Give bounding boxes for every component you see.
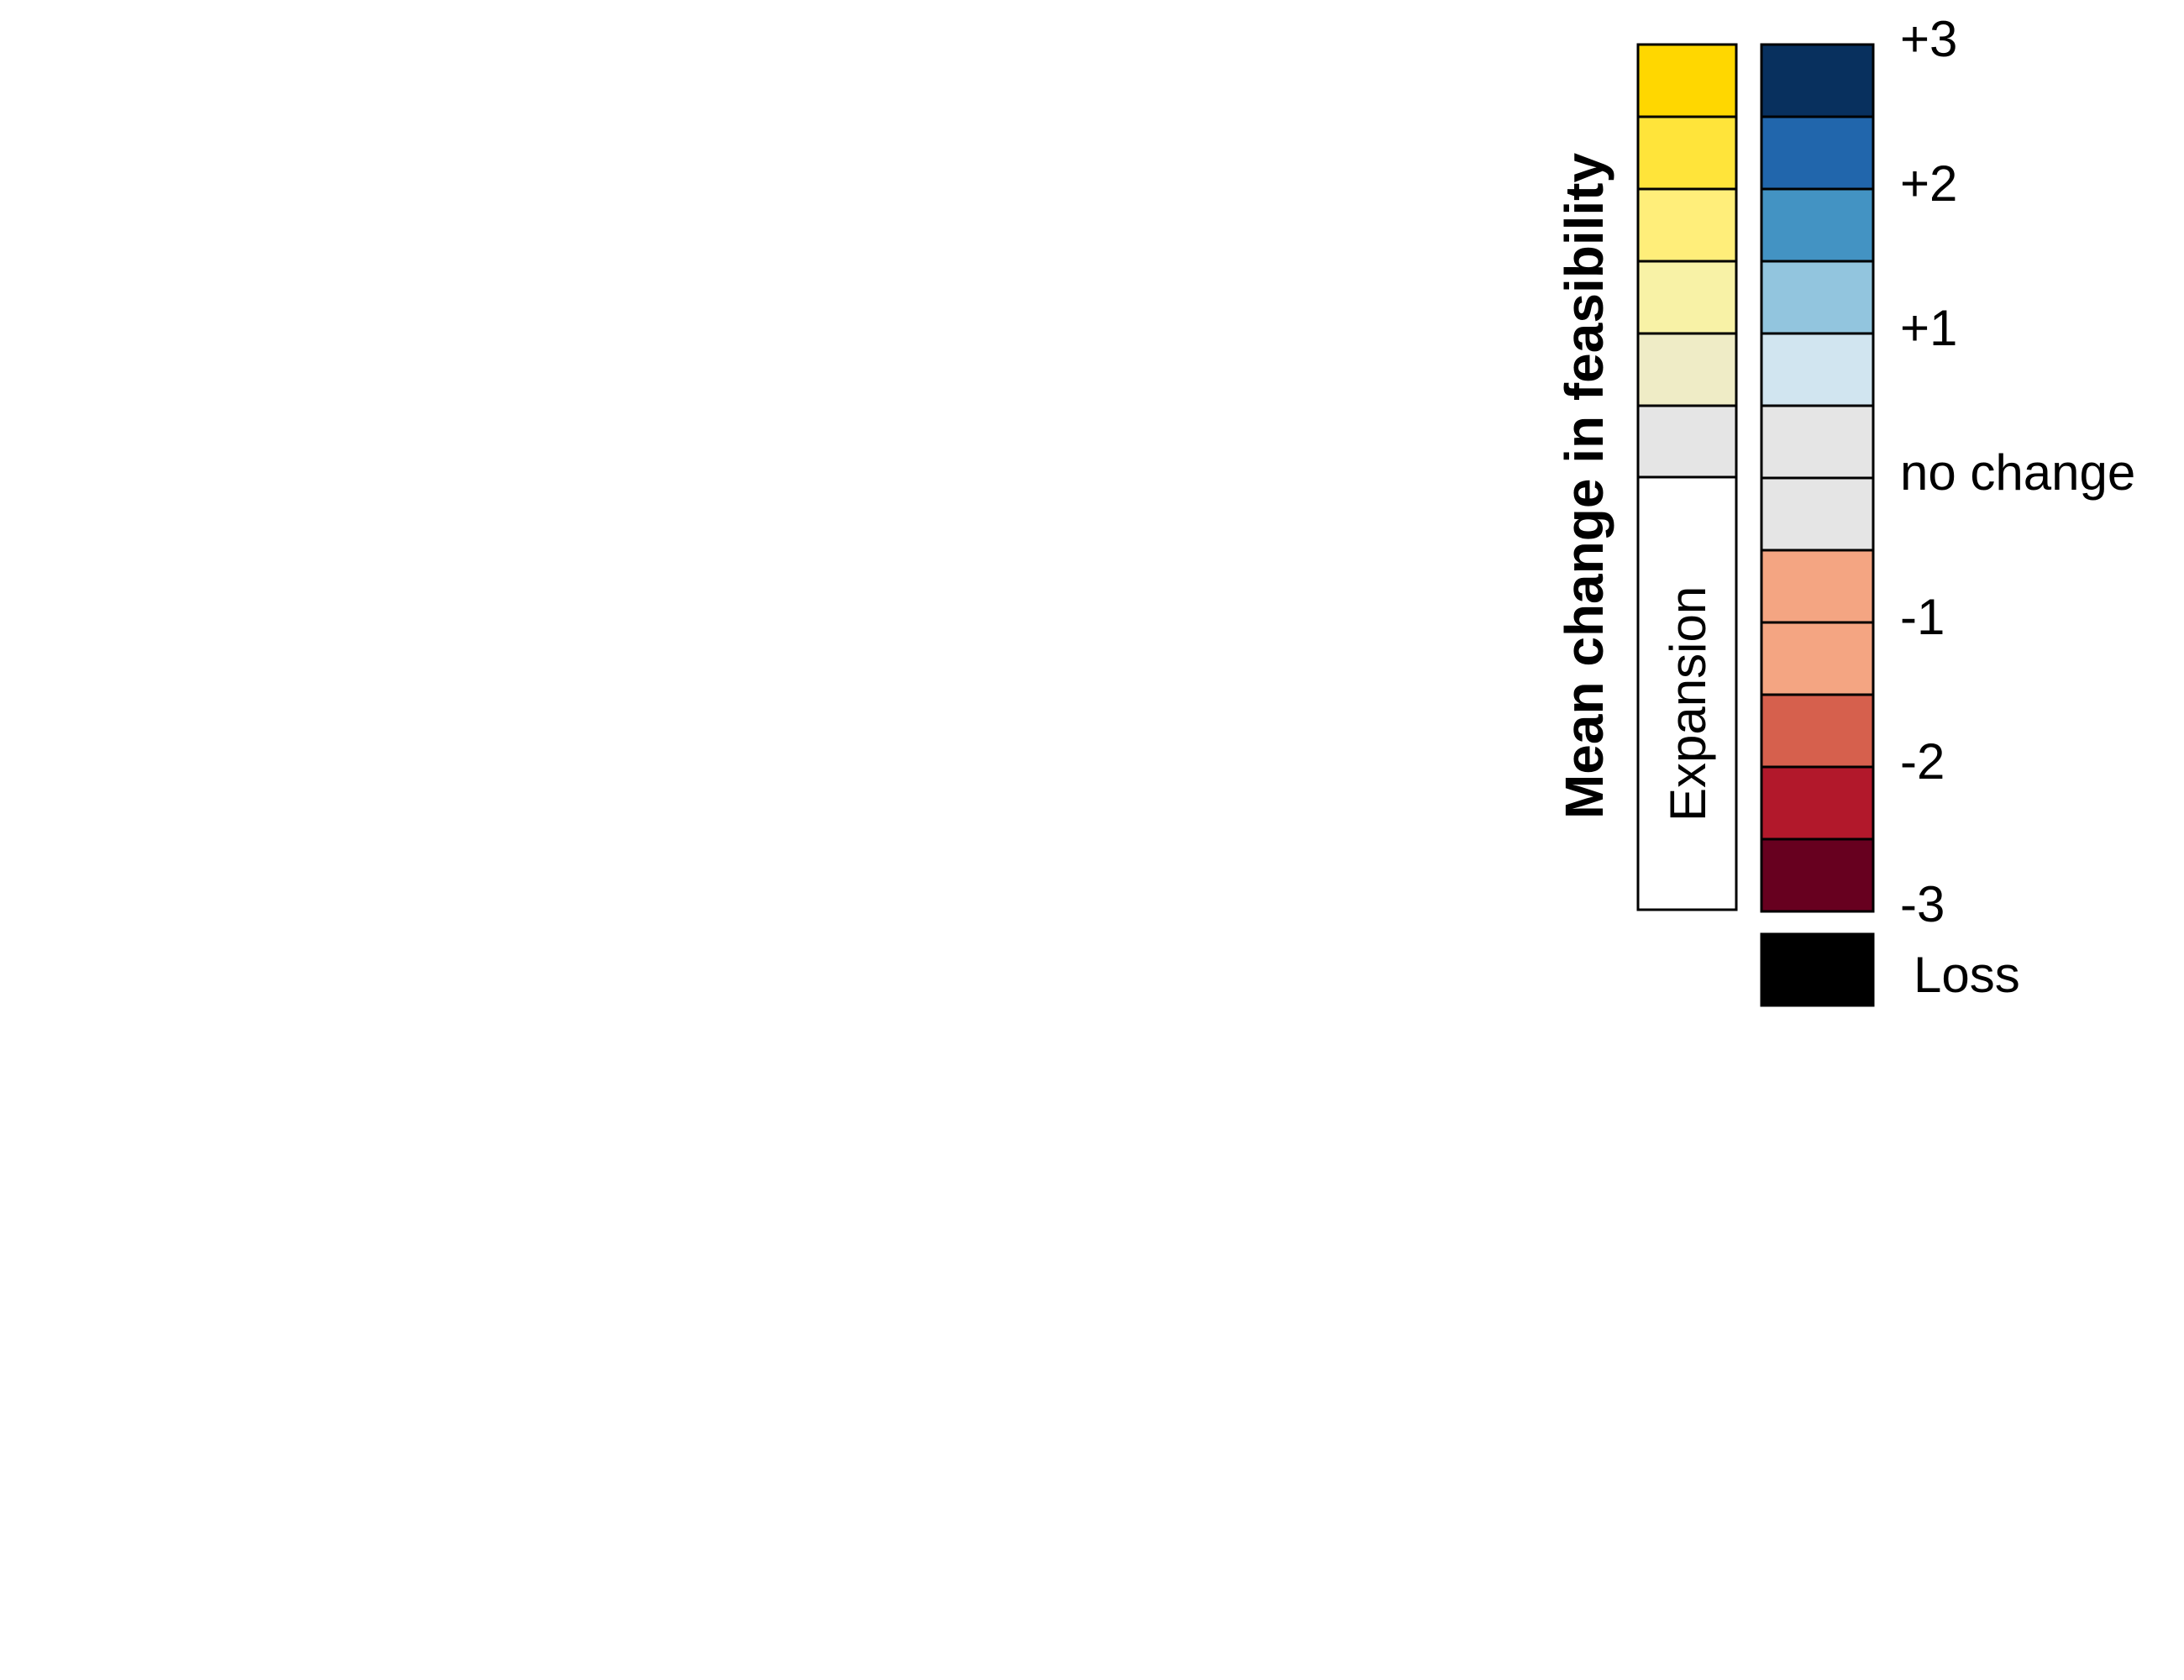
expansion-swatch-2 (1636, 115, 1738, 191)
change-swatch-11 (1760, 765, 1875, 841)
change-swatch-10 (1760, 693, 1875, 769)
change-swatch-8 (1760, 549, 1875, 624)
expansion-column (1636, 43, 1738, 480)
tick-label-plus-1: +1 (1900, 300, 1957, 356)
change-swatch-2 (1760, 115, 1875, 191)
tick-label-no-change: no change (1900, 444, 2135, 501)
legend-title: Mean change in feasibility (1554, 153, 1614, 820)
expansion-label: Expansion (1660, 586, 1716, 822)
tick-label-plus-3: +3 (1900, 11, 1957, 67)
tick-label-plus-2: +2 (1900, 155, 1957, 212)
expansion-swatch-6 (1636, 404, 1738, 480)
change-swatch-5 (1760, 332, 1875, 407)
loss-swatch (1760, 932, 1875, 1007)
change-swatch-7 (1760, 476, 1875, 552)
expansion-swatch-3 (1636, 187, 1738, 263)
change-swatch-3 (1760, 187, 1875, 263)
loss-label: Loss (1914, 947, 2020, 1003)
change-column (1760, 43, 1875, 913)
expansion-swatch-4 (1636, 260, 1738, 335)
change-swatch-6 (1760, 404, 1875, 480)
tick-label-minus-2: -2 (1900, 733, 1945, 790)
change-swatch-12 (1760, 837, 1875, 913)
expansion-swatch-1 (1636, 43, 1738, 118)
expansion-swatch-5 (1636, 332, 1738, 407)
change-swatch-4 (1760, 260, 1875, 335)
change-swatch-1 (1760, 43, 1875, 118)
change-swatch-9 (1760, 621, 1875, 696)
tick-label-minus-1: -1 (1900, 589, 1945, 645)
tick-label-minus-3: -3 (1900, 876, 1945, 932)
expansion-bar-box (1636, 475, 1738, 911)
